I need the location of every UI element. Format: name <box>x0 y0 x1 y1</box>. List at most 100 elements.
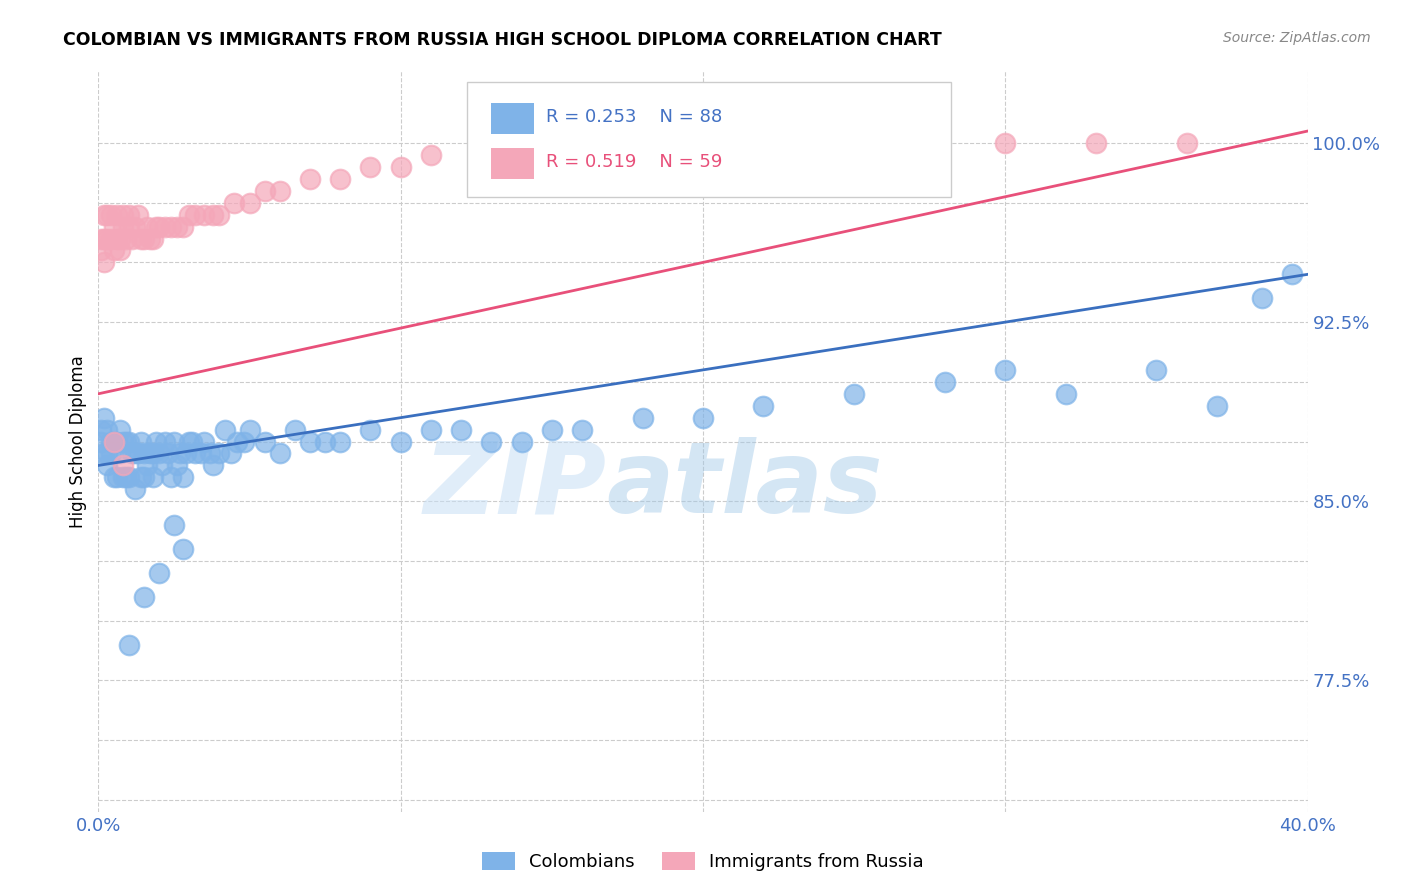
Point <box>269 446 291 460</box>
Point <box>118 470 141 484</box>
Point <box>93 446 115 460</box>
Point <box>360 423 382 437</box>
Point <box>127 446 149 460</box>
Point <box>200 446 222 460</box>
Point <box>129 434 152 449</box>
Point <box>253 434 276 449</box>
Point <box>100 446 122 460</box>
Point <box>124 446 146 460</box>
Point <box>174 446 197 460</box>
Point <box>100 434 122 449</box>
Point <box>253 184 276 198</box>
Point <box>389 434 412 449</box>
Point <box>142 470 165 484</box>
Point <box>139 446 162 460</box>
Point <box>752 399 775 413</box>
Point <box>481 434 503 449</box>
Point <box>96 231 118 245</box>
Point <box>96 208 118 222</box>
Point <box>163 518 186 533</box>
Point <box>226 434 249 449</box>
Point <box>103 244 125 258</box>
Point <box>631 410 654 425</box>
Point <box>114 231 136 245</box>
Point <box>571 423 593 437</box>
Text: ZIP: ZIP <box>423 437 606 534</box>
Point <box>114 434 136 449</box>
Point <box>145 434 167 449</box>
Point <box>172 219 194 234</box>
Text: COLOMBIAN VS IMMIGRANTS FROM RUSSIA HIGH SCHOOL DIPLOMA CORRELATION CHART: COLOMBIAN VS IMMIGRANTS FROM RUSSIA HIGH… <box>63 31 942 49</box>
Point <box>135 219 157 234</box>
Point <box>90 231 112 245</box>
Point <box>118 638 141 652</box>
Text: atlas: atlas <box>606 437 883 534</box>
Point <box>118 208 141 222</box>
Point <box>132 590 155 604</box>
Point <box>103 434 125 449</box>
Point <box>1206 399 1229 413</box>
Point <box>150 458 173 473</box>
Point <box>93 208 115 222</box>
Point <box>90 423 112 437</box>
Point <box>420 148 443 162</box>
Point <box>105 231 128 245</box>
Point <box>135 458 157 473</box>
FancyBboxPatch shape <box>467 82 950 197</box>
Point <box>121 446 143 460</box>
Point <box>103 470 125 484</box>
Point <box>239 195 262 210</box>
Point <box>783 136 806 150</box>
Point <box>108 244 131 258</box>
Point <box>127 208 149 222</box>
Point <box>314 434 336 449</box>
Point <box>153 434 176 449</box>
Point <box>105 470 128 484</box>
Point <box>148 446 170 460</box>
Point <box>129 231 152 245</box>
Point <box>481 148 503 162</box>
Point <box>108 446 131 460</box>
Point <box>156 446 179 460</box>
Point <box>96 458 118 473</box>
Point <box>329 434 352 449</box>
Point <box>93 255 115 269</box>
Point <box>90 434 112 449</box>
Point <box>172 470 194 484</box>
Point <box>160 470 183 484</box>
Point <box>299 171 322 186</box>
Point <box>121 231 143 245</box>
Point <box>103 434 125 449</box>
Point <box>163 434 186 449</box>
Point <box>148 219 170 234</box>
Point <box>1144 363 1167 377</box>
Point <box>93 410 115 425</box>
Point <box>111 219 134 234</box>
Point <box>103 219 125 234</box>
Point <box>934 375 956 389</box>
Point <box>132 231 155 245</box>
Point <box>232 434 254 449</box>
Point <box>96 446 118 460</box>
Point <box>202 208 225 222</box>
Point <box>142 231 165 245</box>
Point <box>284 423 307 437</box>
Point <box>169 446 191 460</box>
Point <box>208 208 231 222</box>
Point <box>389 160 412 174</box>
Text: R = 0.519    N = 59: R = 0.519 N = 59 <box>546 153 723 170</box>
Point <box>166 219 188 234</box>
Point <box>904 136 927 150</box>
Point <box>100 208 122 222</box>
Point <box>90 244 112 258</box>
Point <box>1251 291 1274 305</box>
Point <box>103 434 125 449</box>
Point <box>111 470 134 484</box>
Text: R = 0.253    N = 88: R = 0.253 N = 88 <box>546 108 723 127</box>
Point <box>239 423 262 437</box>
Point <box>118 219 141 234</box>
Point <box>111 458 134 473</box>
Point <box>540 423 562 437</box>
Point <box>221 446 243 460</box>
Point <box>208 446 231 460</box>
